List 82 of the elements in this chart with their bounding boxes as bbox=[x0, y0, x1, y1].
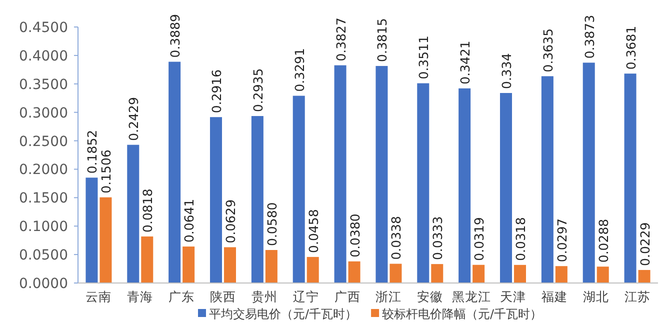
bar bbox=[168, 62, 181, 283]
bar bbox=[348, 261, 360, 283]
data-label: 0.0288 bbox=[596, 218, 611, 263]
data-label: 0.3873 bbox=[582, 14, 597, 59]
x-tick-label: 广西 bbox=[334, 289, 360, 304]
x-tick-label: 天津 bbox=[500, 289, 526, 304]
y-tick-label: 0.4500 bbox=[19, 20, 68, 36]
x-tick-label: 贵州 bbox=[251, 289, 278, 304]
y-tick-label: 0.0000 bbox=[19, 276, 68, 292]
data-label: 0.0629 bbox=[223, 199, 238, 244]
x-tick-label: 陕西 bbox=[210, 289, 236, 304]
data-label: 0.0318 bbox=[513, 217, 528, 261]
x-tick-label: 浙江 bbox=[376, 289, 402, 304]
x-tick-label: 福建 bbox=[541, 289, 568, 304]
data-label: 0.2935 bbox=[250, 68, 266, 112]
legend-label: 较标杆电价降幅（元/千瓦时） bbox=[382, 307, 542, 321]
y-tick-label: 0.1000 bbox=[19, 219, 68, 236]
y-tick-label: 0.4000 bbox=[19, 48, 68, 64]
bar bbox=[472, 264, 485, 283]
bar bbox=[141, 236, 154, 283]
y-tick-label: 0.1500 bbox=[19, 190, 68, 207]
bar bbox=[376, 66, 388, 283]
data-label: 0.3511 bbox=[416, 36, 432, 80]
data-label: 0.3681 bbox=[623, 26, 638, 70]
data-label: 0.0458 bbox=[306, 209, 321, 253]
y-tick-label: 0.2500 bbox=[19, 134, 68, 150]
x-tick-label: 青海 bbox=[127, 289, 154, 304]
bar bbox=[541, 76, 554, 283]
data-label: 0.334 bbox=[499, 53, 514, 89]
bar bbox=[390, 264, 402, 283]
bar bbox=[458, 88, 471, 283]
bar bbox=[514, 264, 526, 283]
x-tick-label: 黑龙江 bbox=[452, 289, 492, 304]
y-tick-label: 0.3000 bbox=[19, 105, 68, 122]
data-label: 0.1506 bbox=[98, 150, 114, 194]
data-label: 0.0580 bbox=[264, 202, 280, 246]
bar bbox=[100, 197, 112, 283]
data-label: 0.0333 bbox=[430, 216, 446, 260]
data-label: 0.3291 bbox=[292, 48, 307, 92]
legend-label: 平均交易电价（元/千瓦时） bbox=[209, 307, 358, 321]
x-tick-label: 安徽 bbox=[417, 289, 444, 304]
data-label: 0.0297 bbox=[554, 218, 570, 262]
bar bbox=[251, 116, 264, 283]
bar bbox=[417, 83, 430, 283]
bar bbox=[210, 117, 222, 283]
x-tick-label: 湖北 bbox=[582, 289, 609, 304]
data-label: 0.3815 bbox=[374, 18, 390, 62]
data-label: 0.0229 bbox=[637, 222, 652, 266]
x-tick-label: 江苏 bbox=[624, 289, 650, 304]
data-label: 0.2916 bbox=[209, 69, 224, 114]
bar bbox=[127, 144, 140, 283]
bar bbox=[224, 247, 236, 283]
bar bbox=[638, 270, 650, 283]
data-label: 0.0641 bbox=[182, 198, 197, 243]
data-label: 0.3635 bbox=[540, 28, 556, 72]
bar bbox=[86, 178, 98, 283]
x-tick-label: 辽宁 bbox=[292, 289, 319, 304]
x-tick-label: 广东 bbox=[168, 289, 195, 304]
bar bbox=[292, 96, 305, 283]
bar bbox=[555, 266, 568, 283]
bar bbox=[596, 266, 609, 283]
bar bbox=[500, 92, 512, 283]
bar bbox=[306, 256, 319, 283]
x-tick-label: 云南 bbox=[86, 289, 112, 304]
y-tick-label: 0.0500 bbox=[19, 248, 68, 264]
bar bbox=[265, 250, 278, 283]
bar bbox=[334, 65, 346, 283]
bar bbox=[182, 246, 195, 283]
y-tick-label: 0.3500 bbox=[19, 76, 68, 93]
data-label: 0.0380 bbox=[347, 214, 362, 258]
data-label: 0.2429 bbox=[126, 97, 142, 141]
data-label: 0.0338 bbox=[388, 216, 404, 260]
data-label: 0.0319 bbox=[472, 217, 487, 261]
data-label: 0.3827 bbox=[333, 18, 348, 62]
data-label: 0.0818 bbox=[140, 188, 156, 232]
bar bbox=[624, 74, 636, 283]
bar bbox=[431, 264, 444, 283]
y-tick-label: 0.2000 bbox=[19, 162, 68, 178]
data-label: 0.3889 bbox=[168, 14, 183, 58]
data-label: 0.3421 bbox=[458, 40, 473, 84]
bar bbox=[582, 62, 595, 283]
data-label: 0.1852 bbox=[84, 130, 100, 174]
